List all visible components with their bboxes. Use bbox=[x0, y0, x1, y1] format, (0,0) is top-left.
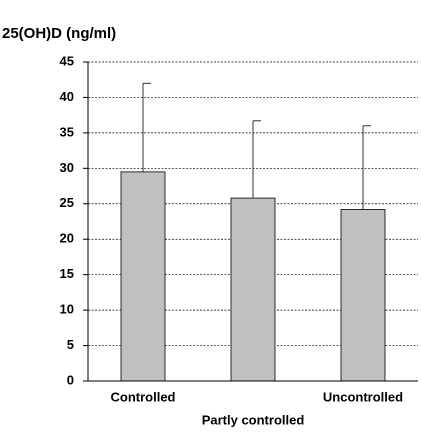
x-tick-label: Uncontrolled bbox=[323, 389, 403, 404]
bar bbox=[120, 171, 166, 382]
y-tick-label: 45 bbox=[60, 53, 74, 68]
y-tick-label: 40 bbox=[60, 89, 74, 104]
y-tick-label: 20 bbox=[60, 231, 74, 246]
y-tick-label: 10 bbox=[60, 302, 74, 317]
y-tick-label: 5 bbox=[67, 337, 74, 352]
x-tick-label: Partly controlled bbox=[202, 412, 305, 427]
y-tick-label: 0 bbox=[67, 372, 74, 387]
x-tick-label: Controlled bbox=[111, 389, 176, 404]
y-tick-label: 15 bbox=[60, 266, 74, 281]
y-tick-label: 30 bbox=[60, 160, 74, 175]
bar bbox=[340, 209, 386, 382]
y-tick-label: 35 bbox=[60, 124, 74, 139]
bar bbox=[230, 197, 276, 382]
chart-title: 25(OH)D (ng/ml) bbox=[2, 25, 116, 42]
y-tick-label: 25 bbox=[60, 195, 74, 210]
